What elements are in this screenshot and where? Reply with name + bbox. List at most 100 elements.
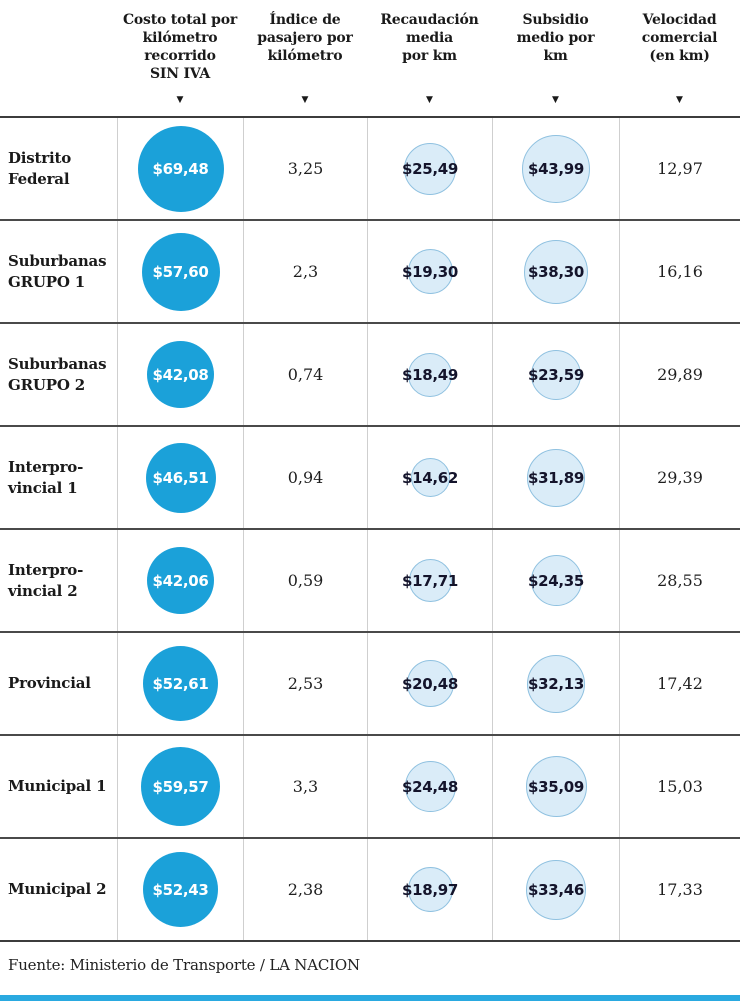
sort-arrow-icon: ▼	[176, 95, 184, 105]
row-label: Municipal 1	[8, 777, 107, 796]
subsidio-bubble: $38,30	[524, 239, 588, 304]
subsidio-value: $35,09	[527, 777, 585, 796]
row-label: Suburbanas GRUPO 1	[8, 252, 107, 291]
velocidad-value: 17,42	[657, 674, 703, 693]
costo-bubble: $57,60	[141, 232, 220, 311]
subsidio-bubble: $32,13	[527, 654, 585, 713]
table-row: Municipal 2 $52,43 2,38 $18,97 $33,46 17,33	[0, 839, 740, 942]
recaudacion-bubble: $19,30	[402, 249, 458, 294]
subsidio-cell: $38,30	[492, 221, 619, 322]
recaudacion-bubble: $25,49	[401, 142, 459, 195]
column-header-label: Subsidio medio por km	[516, 12, 595, 64]
recaudacion-value: $20,48	[401, 674, 459, 693]
subsidio-value: $23,59	[527, 365, 585, 384]
indice-cell: 3,3	[243, 736, 367, 837]
indice-value: 0,74	[287, 365, 324, 384]
recaudacion-cell: $14,62	[367, 427, 492, 528]
velocidad-cell: 28,55	[619, 530, 740, 631]
velocidad-value: 15,03	[657, 777, 703, 796]
costo-bubble: $46,51	[145, 442, 216, 513]
table-body: Distrito Federal $69,48 3,25 $25,49 $43,99 12…	[0, 118, 740, 942]
indice-value: 0,94	[287, 468, 324, 487]
bottom-accent-bar	[0, 995, 740, 1001]
recaudacion-bubble: $14,62	[402, 458, 458, 497]
sort-arrow-icon: ▼	[552, 95, 559, 105]
velocidad-value: 28,55	[657, 571, 703, 590]
indice-value: 2,3	[292, 262, 319, 281]
costo-value: $52,61	[152, 674, 209, 693]
velocidad-cell: 16,16	[619, 221, 740, 322]
velocidad-value: 29,39	[657, 468, 703, 487]
costo-value: $46,51	[152, 468, 209, 487]
subsidio-value: $43,99	[527, 159, 585, 178]
costo-cell: $52,43	[117, 839, 243, 940]
recaudacion-value: $19,30	[401, 262, 459, 281]
column-header-4: Velocidad comercial (en km) ▼	[619, 0, 740, 116]
subsidio-cell: $33,46	[492, 839, 619, 940]
velocidad-cell: 17,42	[619, 633, 740, 734]
column-header-2: Recaudación media por km ▼	[367, 0, 492, 116]
indice-value: 0,59	[287, 571, 324, 590]
subsidio-bubble: $24,35	[528, 555, 584, 606]
recaudacion-bubble: $18,97	[402, 867, 458, 912]
recaudacion-cell: $25,49	[367, 118, 492, 219]
table-row: Interpro- vincial 1 $46,51 0,94 $14,62 $31,8…	[0, 427, 740, 530]
recaudacion-value: $17,71	[401, 571, 459, 590]
subsidio-bubble: $35,09	[525, 756, 587, 817]
recaudacion-cell: $18,49	[367, 324, 492, 425]
costo-value: $59,57	[152, 777, 209, 796]
column-header-label: Velocidad comercial (en km)	[641, 12, 718, 64]
costo-value: $42,08	[152, 365, 209, 384]
table-row: Provincial $52,61 2,53 $20,48 $32,13 17,42	[0, 633, 740, 736]
sort-arrow-icon: ▼	[426, 95, 433, 105]
subsidio-cell: $31,89	[492, 427, 619, 528]
subsidio-bubble: $31,89	[527, 448, 585, 507]
column-header-label: Costo total por kilómetro recorrido SIN …	[122, 12, 238, 82]
costo-bubble: $52,61	[143, 646, 218, 721]
velocidad-cell: 29,89	[619, 324, 740, 425]
recaudacion-value: $25,49	[401, 159, 459, 178]
recaudacion-cell: $20,48	[367, 633, 492, 734]
subsidio-value: $31,89	[527, 468, 585, 487]
subsidio-cell: $43,99	[492, 118, 619, 219]
subsidio-bubble: $43,99	[522, 134, 590, 203]
costo-cell: $42,08	[117, 324, 243, 425]
row-label: Interpro- vincial 1	[8, 458, 84, 497]
velocidad-cell: 17,33	[619, 839, 740, 940]
subsidio-cell: $35,09	[492, 736, 619, 837]
subsidio-value: $33,46	[527, 880, 585, 899]
recaudacion-cell: $18,97	[367, 839, 492, 940]
indice-cell: 0,94	[243, 427, 367, 528]
velocidad-value: 12,97	[657, 159, 703, 178]
recaudacion-bubble: $24,48	[402, 761, 458, 812]
costo-bubble: $42,06	[147, 547, 214, 614]
subsidio-bubble: $23,59	[527, 349, 585, 400]
indice-cell: 2,3	[243, 221, 367, 322]
costo-bubble: $42,08	[147, 341, 214, 408]
recaudacion-bubble: $20,48	[402, 660, 458, 707]
velocidad-value: 29,89	[657, 365, 703, 384]
bubble-table-infographic: Costo total por kilómetro recorrido SIN …	[0, 0, 740, 974]
subsidio-bubble: $33,46	[526, 859, 586, 920]
indice-value: 3,25	[287, 159, 324, 178]
costo-cell: $46,51	[117, 427, 243, 528]
column-header-label: Índice de pasajero por kilómetro	[257, 12, 353, 64]
row-label: Distrito Federal	[8, 149, 72, 188]
costo-bubble: $52,43	[143, 852, 218, 927]
indice-cell: 3,25	[243, 118, 367, 219]
indice-value: 2,53	[287, 674, 324, 693]
indice-cell: 0,59	[243, 530, 367, 631]
table-row: Suburbanas GRUPO 2 $42,08 0,74 $18,49 $23,59…	[0, 324, 740, 427]
costo-value: $69,48	[152, 159, 209, 178]
subsidio-value: $32,13	[527, 674, 585, 693]
column-header-3: Subsidio medio por km ▼	[492, 0, 619, 116]
row-label: Interpro- vincial 2	[8, 561, 84, 600]
recaudacion-cell: $24,48	[367, 736, 492, 837]
costo-cell: $59,57	[117, 736, 243, 837]
source-note: Fuente: Ministerio de Transporte / LA NA…	[8, 956, 360, 974]
velocidad-value: 17,33	[657, 880, 703, 899]
indice-value: 3,3	[292, 777, 319, 796]
velocidad-cell: 29,39	[619, 427, 740, 528]
column-header-label: Recaudación media por km	[380, 12, 479, 64]
indice-value: 2,38	[287, 880, 324, 899]
